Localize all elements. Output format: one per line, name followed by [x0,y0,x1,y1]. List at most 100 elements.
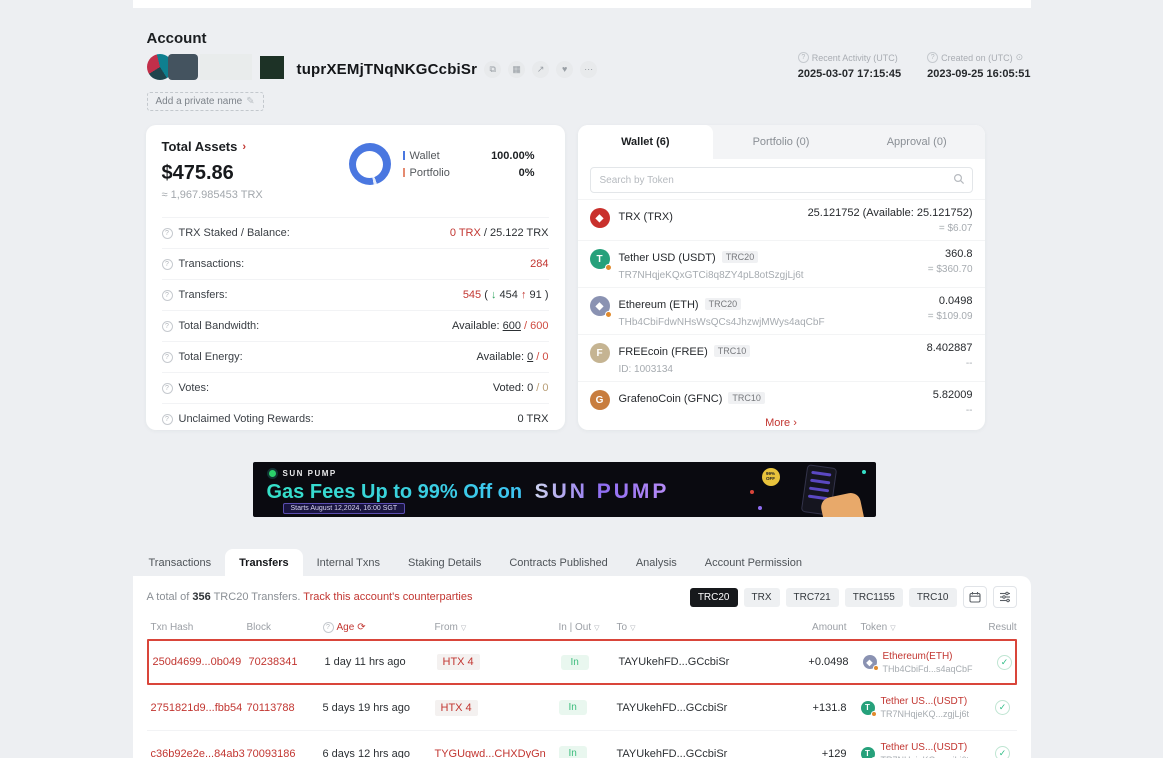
to-address-link[interactable]: TAYUkehFD...GCcbiSr [616,747,728,758]
help-icon[interactable]: ? [161,413,173,425]
help-icon[interactable]: ? [161,382,173,394]
wallet-tab[interactable]: Wallet (6) [577,125,714,159]
chevron-right-icon: › [242,140,247,153]
section-tab[interactable]: Analysis [635,557,677,569]
help-icon[interactable]: ? [161,351,173,363]
token-type-filter-chip[interactable]: TRC10 [908,587,957,607]
token-type-filter-chip[interactable]: TRC20 [689,587,738,607]
help-icon[interactable]: ? [161,289,173,301]
block-link[interactable]: 70238341 [248,656,298,668]
txn-hash-link[interactable]: c36b92e2e...84ab3 [150,747,245,758]
token-name[interactable]: Ethereum (ETH) [618,299,699,311]
token-search-input[interactable] [589,167,973,193]
section-tab[interactable]: Internal Txns [316,557,380,569]
token-name-link[interactable]: Tether US...(USDT) [880,696,968,707]
banner-headline: Gas Fees Up to 99% Off on SUN PUMP [266,480,670,503]
token-usd-value: = $6.07 [938,223,973,234]
txn-hash-link[interactable]: 2751821d9...fbb54 [150,701,243,714]
warning-badge-icon [870,756,877,758]
block-link[interactable]: 70113788 [246,701,295,714]
token-row[interactable]: G GrafenoCoin (GFNC) TRC10 ID: 1002992 5.… [577,381,985,412]
clock-toggle-icon[interactable]: ⟳ [357,622,366,633]
add-private-name-button[interactable]: Add a private name ✎ [146,92,264,111]
block-link[interactable]: 70093186 [246,747,296,758]
token-type-chip: TRC20 [721,251,759,263]
col-from[interactable]: From ▽ [434,622,467,633]
help-icon[interactable]: ? [161,258,173,270]
account-avatar [146,54,297,80]
help-icon[interactable]: ? [322,622,334,633]
help-icon[interactable]: ? [797,52,809,63]
total-assets-title[interactable]: Total Assets › [161,139,247,154]
legend-marker [402,168,405,177]
filter-funnel-icon: ▽ [460,625,467,632]
qr-code-icon[interactable]: ▦ [508,60,526,78]
help-icon[interactable]: ? [161,320,173,332]
more-icon[interactable]: ⋯ [580,60,598,78]
calendar-icon[interactable] [962,586,987,608]
account-stats: ? TRX Staked / Balance: 0 TRX / 25.122 T… [161,217,549,434]
confetti-dot [757,506,762,510]
sunpump-banner[interactable]: SUN PUMP Gas Fees Up to 99% Off on SUN P… [252,462,876,517]
token-type-filter-chip[interactable]: TRC1155 [844,587,903,607]
help-icon[interactable]: ? [927,52,939,63]
token-type-filter-chip[interactable]: TRX [743,587,780,607]
account-address[interactable]: tuprXEMjTNqNKGCcbiSr [296,60,478,78]
confetti-dot [861,470,866,474]
filter-icon[interactable] [992,586,1017,608]
token-row[interactable]: ◆ TRX (TRX) 25.121752 (Available: 25.121… [577,199,985,240]
created-on-value: 2023-09-25 16:05:51 [927,68,1031,80]
col-age[interactable]: ? Age ⟳ [322,622,435,633]
table-header: Txn Hash Block ? Age ⟳ From ▽ In | Out ▽ T… [147,622,1017,639]
help-icon[interactable]: ? [161,227,173,239]
token-row[interactable]: F FREEcoin (FREE) TRC10 ID: 1003134 8.402… [577,334,985,381]
token-icon: G [589,390,610,410]
from-address-link[interactable]: HTX 4 [434,699,478,716]
col-token[interactable]: Token ▽ [860,622,896,633]
token-address: TR7NHqjeKQ...zgjLj6t [881,755,970,758]
token-address: TR7NHqjeKQ...zgjLj6t [880,709,970,719]
search-icon[interactable] [953,173,965,185]
favorite-icon[interactable]: ♥ [556,60,574,78]
wallet-tab[interactable]: Approval (0) [886,136,947,148]
token-row[interactable]: T Tether USD (USDT) TRC20 TR7NHqjeKQxGTCi… [577,240,985,287]
token-name[interactable]: FREEcoin (FREE) [618,346,708,358]
section-tab[interactable]: Staking Details [407,557,482,569]
age-value: 6 days 12 hrs ago [322,747,410,758]
txn-hash-link[interactable]: 250d4699...0b049 [152,656,242,668]
legend-marker [402,151,405,160]
success-check-icon: ✓ [995,746,1010,758]
section-tab[interactable]: Transactions [148,557,212,569]
more-link[interactable]: More › [765,417,797,429]
token-icon: T [860,700,877,717]
token-type-filter-chip[interactable]: TRC721 [785,587,839,607]
token-list: ◆ TRX (TRX) 25.121752 (Available: 25.121… [577,199,985,412]
token-name-link[interactable]: Tether US...(USDT) [880,742,968,753]
to-address-link[interactable]: TAYUkehFD...GCcbiSr [618,656,730,668]
token-name[interactable]: GrafenoCoin (GFNC) [618,393,723,405]
time-toggle-icon[interactable]: ⊙ [1015,52,1024,62]
token-name[interactable]: Tether USD (USDT) [618,252,716,264]
share-icon[interactable]: ↗ [532,60,550,78]
section-tab[interactable]: Contracts Published [509,557,608,569]
token-usd-value: = $360.70 [927,264,973,275]
counterparties-link[interactable]: Track this account's counterparties [303,591,473,603]
token-icon: ◆ [862,655,879,671]
col-inout[interactable]: In | Out ▽ [558,622,600,633]
wallet-tab[interactable]: Portfolio (0) [752,136,810,148]
wallet-tabs: Wallet (6) Portfolio (0) Approval (0) [577,125,985,159]
total-assets-usd: $475.86 [161,162,234,184]
from-address-link[interactable]: TYGUqwd...CHXDyGn [434,747,546,758]
to-address-link[interactable]: TAYUkehFD...GCcbiSr [616,701,728,714]
col-to[interactable]: To ▽ [616,622,636,633]
warning-badge-icon [872,665,879,671]
section-tab[interactable]: Account Permission [704,557,802,569]
avatar-block [259,55,284,79]
token-name[interactable]: TRX (TRX) [618,211,673,223]
col-result: Result [988,622,1017,633]
token-row[interactable]: ◆ Ethereum (ETH) TRC20 THb4CbiFdwNHsWsQCs… [577,287,985,334]
section-tab[interactable]: Transfers [225,549,303,576]
from-address-link[interactable]: HTX 4 [436,654,480,670]
token-name-link[interactable]: Ethereum(ETH) [882,650,953,662]
copy-icon[interactable]: ⧉ [484,60,502,78]
